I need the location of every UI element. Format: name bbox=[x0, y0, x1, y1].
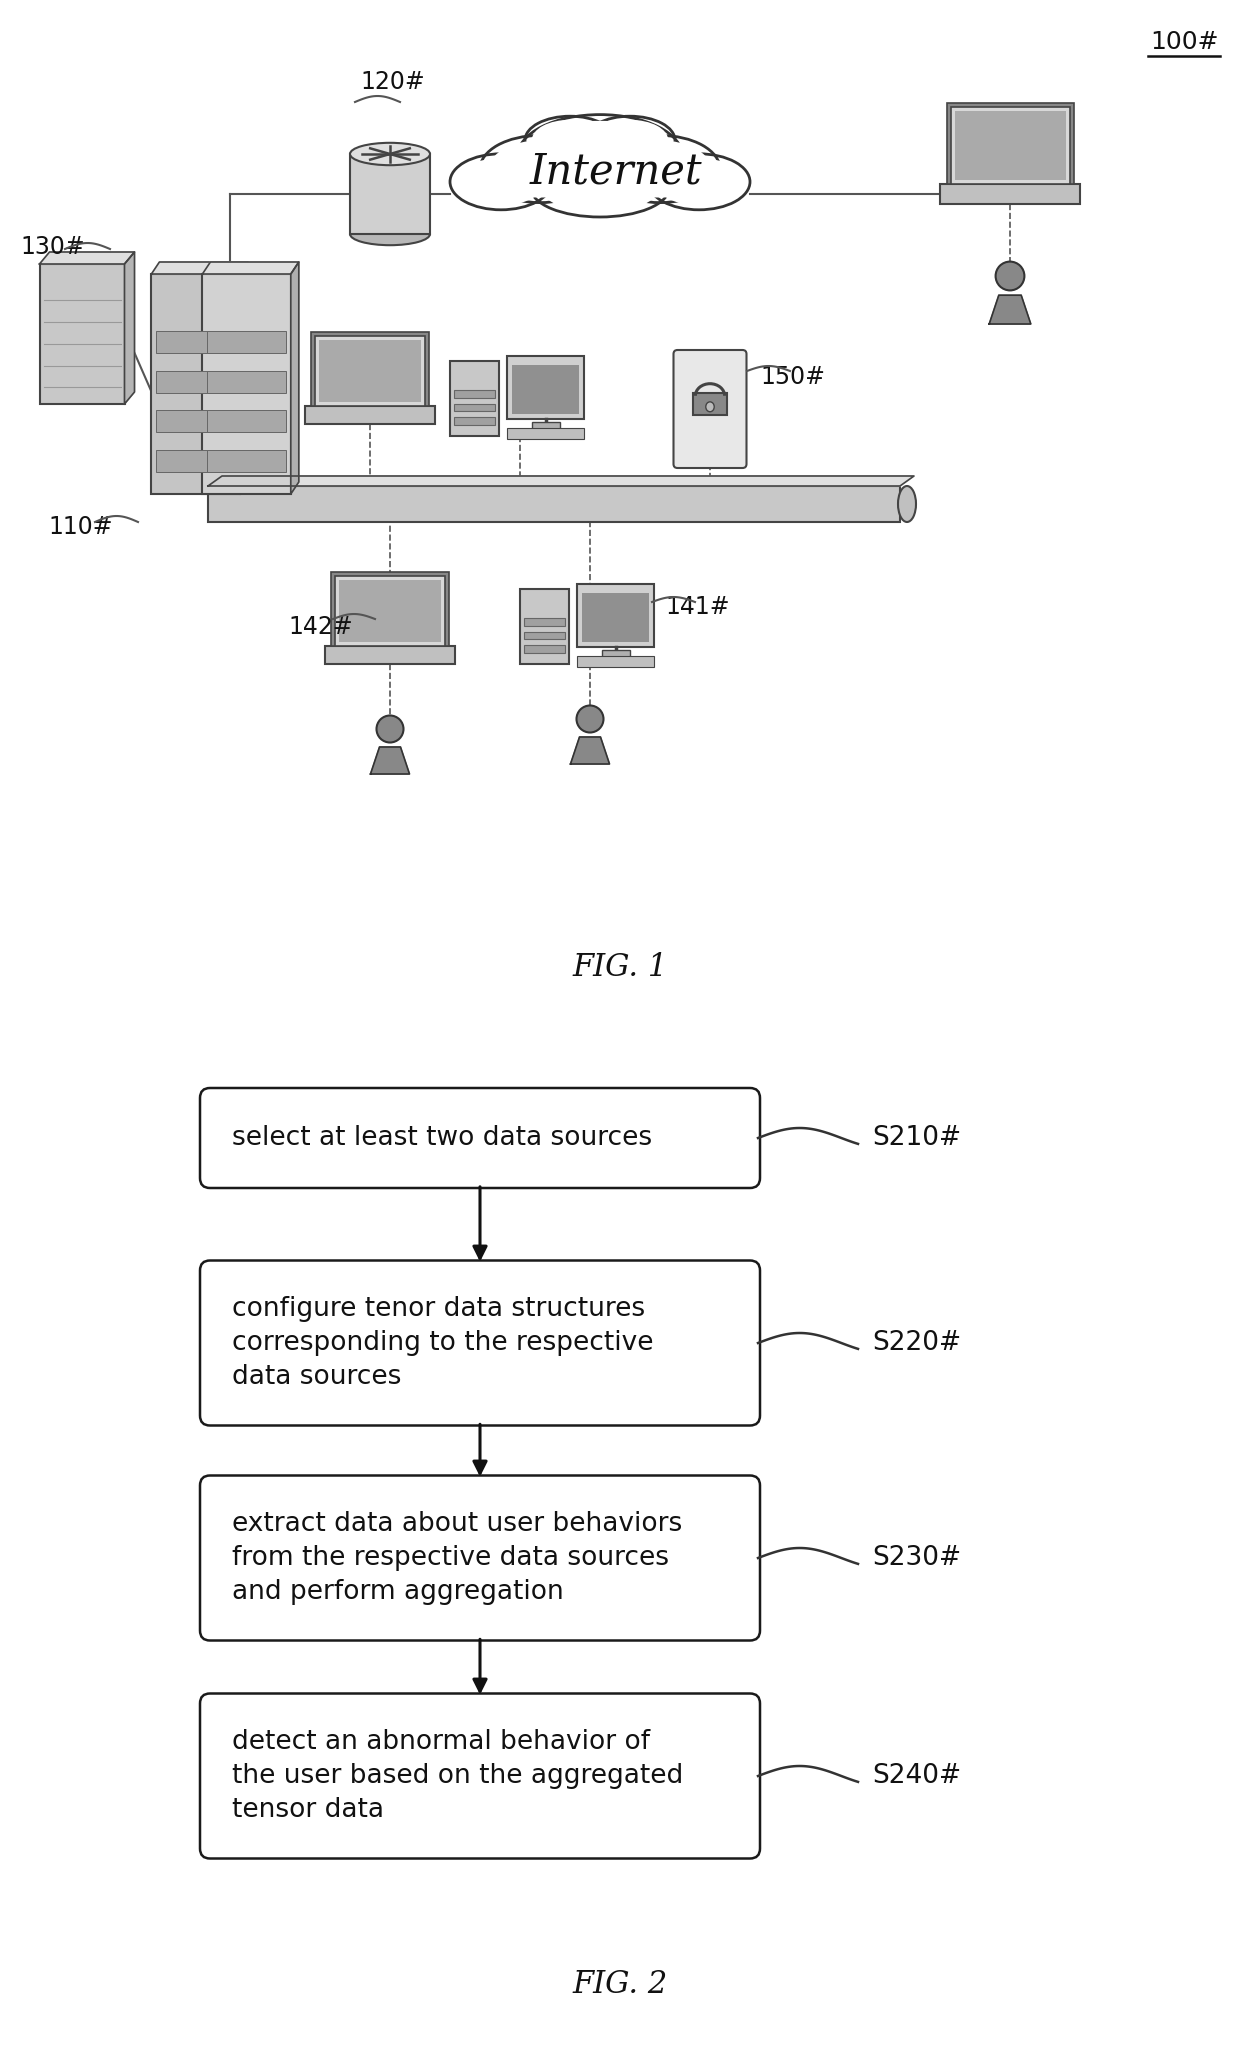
Ellipse shape bbox=[600, 135, 720, 203]
Bar bbox=[577, 655, 653, 668]
Bar bbox=[955, 111, 1065, 180]
Circle shape bbox=[577, 705, 604, 733]
Ellipse shape bbox=[525, 117, 615, 164]
FancyBboxPatch shape bbox=[200, 1260, 760, 1425]
Ellipse shape bbox=[489, 141, 591, 197]
Bar bbox=[156, 410, 234, 432]
Bar bbox=[151, 274, 239, 494]
Ellipse shape bbox=[591, 119, 668, 160]
FancyBboxPatch shape bbox=[673, 350, 746, 469]
Bar bbox=[507, 356, 584, 418]
Text: FIG. 1: FIG. 1 bbox=[573, 952, 667, 983]
Bar bbox=[946, 102, 1074, 184]
Bar bbox=[582, 592, 649, 641]
Ellipse shape bbox=[585, 117, 675, 164]
Bar bbox=[156, 451, 234, 471]
Ellipse shape bbox=[898, 485, 916, 522]
Ellipse shape bbox=[706, 401, 714, 412]
Bar bbox=[40, 264, 124, 403]
Bar bbox=[202, 274, 291, 494]
Bar bbox=[305, 406, 435, 424]
Text: FIG. 2: FIG. 2 bbox=[573, 1968, 667, 2001]
Bar bbox=[512, 365, 579, 414]
Text: 150#: 150# bbox=[760, 365, 825, 389]
Polygon shape bbox=[371, 748, 409, 774]
Bar bbox=[940, 184, 1080, 205]
FancyBboxPatch shape bbox=[200, 1475, 760, 1640]
Bar bbox=[454, 403, 495, 412]
Bar bbox=[339, 580, 441, 641]
Text: 142#: 142# bbox=[288, 614, 352, 639]
Text: 100#: 100# bbox=[1149, 31, 1219, 53]
Bar bbox=[454, 418, 495, 424]
Bar bbox=[951, 106, 1069, 184]
Ellipse shape bbox=[529, 121, 670, 193]
Circle shape bbox=[377, 715, 403, 743]
Bar bbox=[208, 485, 900, 522]
Bar bbox=[454, 391, 495, 397]
Text: S240#: S240# bbox=[872, 1763, 961, 1790]
Text: configure tenor data structures
corresponding to the respective
data sources: configure tenor data structures correspo… bbox=[232, 1296, 653, 1391]
Ellipse shape bbox=[450, 154, 552, 209]
Bar bbox=[577, 584, 653, 647]
Text: 130#: 130# bbox=[20, 236, 84, 258]
Text: 141#: 141# bbox=[665, 596, 729, 618]
Text: 110#: 110# bbox=[48, 514, 113, 539]
Ellipse shape bbox=[656, 158, 743, 205]
Polygon shape bbox=[40, 252, 134, 264]
Bar bbox=[350, 154, 430, 233]
Text: detect an abnormal behavior of
the user based on the aggregated
tensor data: detect an abnormal behavior of the user … bbox=[232, 1729, 683, 1823]
Ellipse shape bbox=[350, 223, 430, 246]
Bar bbox=[207, 371, 285, 393]
Bar bbox=[525, 618, 565, 627]
Polygon shape bbox=[570, 737, 610, 764]
Bar bbox=[325, 645, 455, 664]
Ellipse shape bbox=[458, 158, 544, 205]
Text: Internet: Internet bbox=[529, 152, 703, 193]
Polygon shape bbox=[291, 262, 299, 494]
Bar bbox=[331, 571, 449, 645]
Polygon shape bbox=[202, 262, 299, 274]
Ellipse shape bbox=[609, 141, 711, 197]
Bar bbox=[525, 633, 565, 639]
Ellipse shape bbox=[649, 154, 750, 209]
Circle shape bbox=[996, 262, 1024, 291]
Ellipse shape bbox=[350, 143, 430, 166]
Bar bbox=[319, 340, 422, 401]
Ellipse shape bbox=[542, 164, 658, 213]
Bar bbox=[207, 332, 285, 352]
Polygon shape bbox=[151, 262, 248, 274]
Text: select at least two data sources: select at least two data sources bbox=[232, 1124, 652, 1151]
Bar bbox=[525, 645, 565, 653]
Ellipse shape bbox=[532, 119, 609, 160]
Bar bbox=[156, 371, 234, 393]
Text: extract data about user behaviors
from the respective data sources
and perform a: extract data about user behaviors from t… bbox=[232, 1511, 682, 1606]
Polygon shape bbox=[208, 475, 914, 485]
Bar bbox=[315, 336, 425, 406]
Ellipse shape bbox=[480, 135, 600, 203]
Bar bbox=[520, 590, 569, 664]
Text: S210#: S210# bbox=[872, 1124, 961, 1151]
Bar bbox=[601, 649, 630, 664]
Bar bbox=[450, 360, 498, 436]
Bar bbox=[532, 422, 559, 436]
Bar bbox=[156, 332, 234, 352]
Polygon shape bbox=[124, 252, 134, 403]
Bar bbox=[693, 393, 727, 414]
Bar bbox=[207, 410, 285, 432]
Polygon shape bbox=[990, 295, 1030, 324]
Polygon shape bbox=[239, 262, 248, 494]
Bar bbox=[207, 451, 285, 471]
Bar bbox=[507, 428, 584, 440]
Bar bbox=[311, 332, 429, 406]
Ellipse shape bbox=[517, 115, 682, 199]
Bar bbox=[335, 575, 445, 645]
FancyBboxPatch shape bbox=[200, 1694, 760, 1858]
Ellipse shape bbox=[531, 160, 670, 217]
Text: S230#: S230# bbox=[872, 1544, 961, 1571]
Text: S220#: S220# bbox=[872, 1329, 961, 1356]
FancyBboxPatch shape bbox=[200, 1087, 760, 1188]
Text: 120#: 120# bbox=[360, 70, 424, 94]
